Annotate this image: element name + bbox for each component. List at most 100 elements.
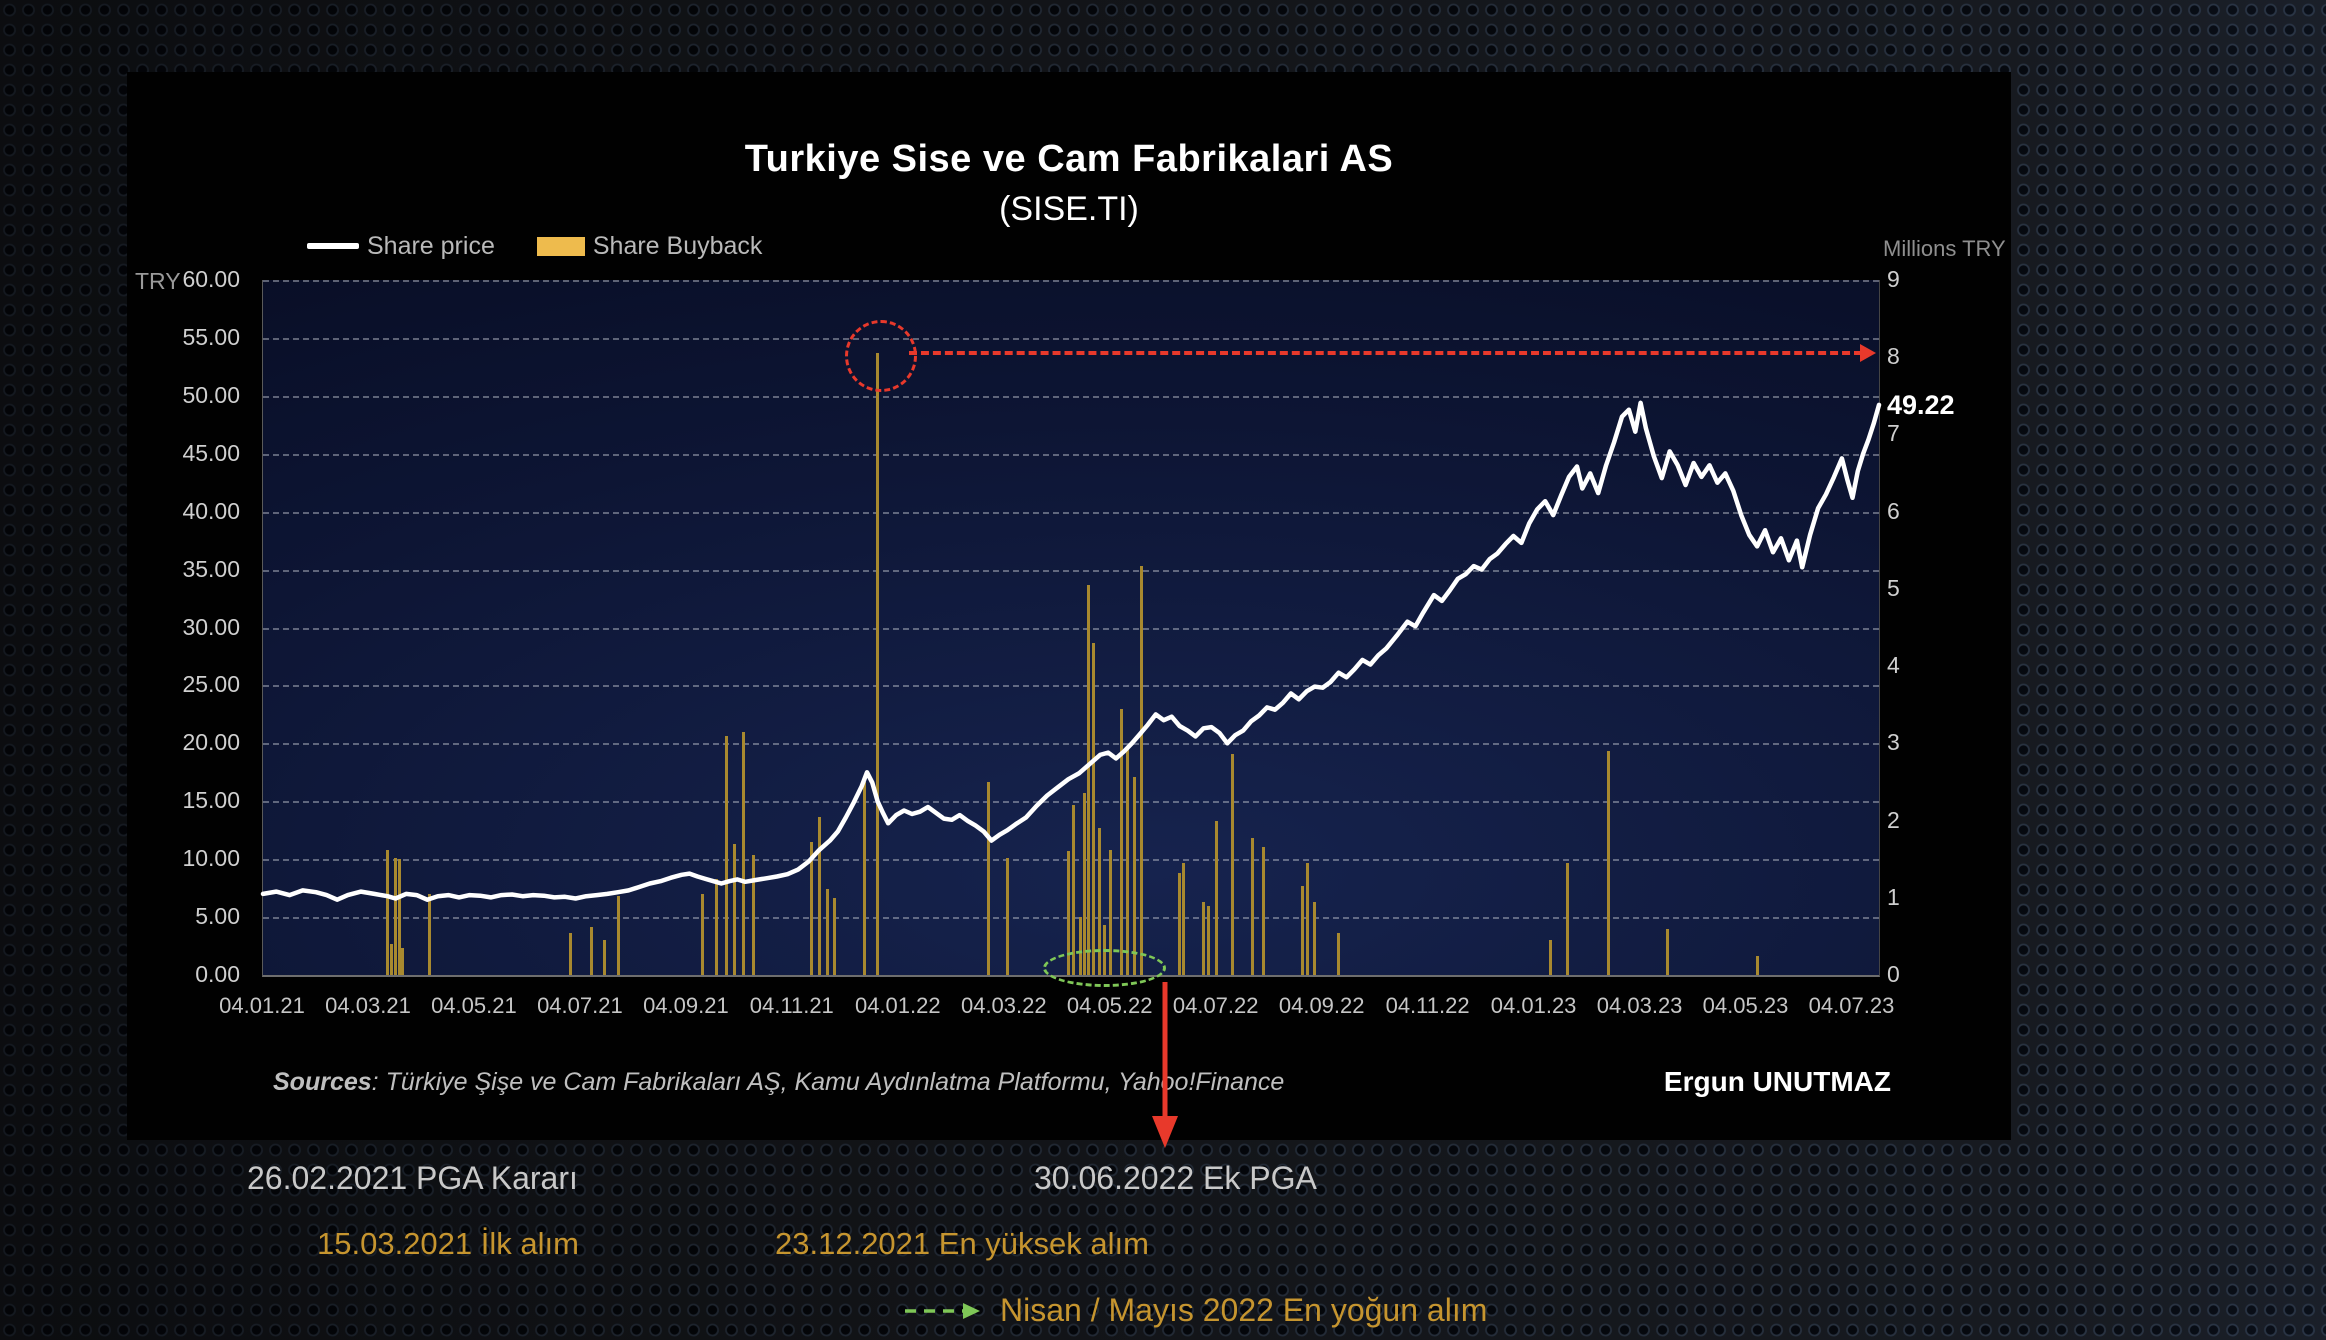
grid-line <box>263 453 1879 456</box>
legend-line-swatch <box>307 243 359 249</box>
buyback-bar <box>590 927 593 975</box>
grid-line <box>263 569 1879 572</box>
x-axis-tick: 04.07.23 <box>1808 993 1895 1018</box>
left-axis-tick: 40.00 <box>182 497 240 524</box>
buyback-bar <box>1133 776 1137 975</box>
buyback-bar <box>1251 837 1255 975</box>
grid-line <box>263 917 1879 920</box>
buyback-bar <box>389 944 393 975</box>
buyback-bar <box>568 932 572 975</box>
grid-line <box>263 743 1879 746</box>
x-axis-tick: 04.03.23 <box>1596 993 1683 1018</box>
legend-bar-swatch <box>536 236 585 256</box>
buyback-bar <box>1755 955 1759 975</box>
sources-text: : Türkiye Şişe ve Cam Fabrikaları AŞ, Ka… <box>371 1068 1285 1096</box>
buyback-bar <box>1549 940 1552 975</box>
left-axis-tick: 5.00 <box>195 903 240 930</box>
buyback-bar <box>1665 928 1669 975</box>
buyback-bar <box>701 893 705 975</box>
right-axis-tick: 7 <box>1887 420 1900 447</box>
right-axis-tick: 8 <box>1887 343 1900 370</box>
last-price-label: 49.22 <box>1887 389 1955 420</box>
grid-line <box>263 337 1879 340</box>
buyback-bar <box>1607 751 1611 975</box>
grid-line <box>263 511 1879 514</box>
dashed-level-arrowhead-icon <box>1859 344 1876 363</box>
left-axis-tick: 50.00 <box>182 381 240 408</box>
buyback-bar <box>1182 863 1186 975</box>
buyback-bar <box>1082 792 1086 975</box>
right-axis-tick: 1 <box>1887 883 1900 910</box>
sources-note: Sources: Türkiye Şişe ve Cam Fabrikaları… <box>273 1068 1284 1097</box>
buyback-bar <box>725 735 729 975</box>
share-price-line <box>260 400 1882 902</box>
left-axis-tick: 45.00 <box>182 439 240 466</box>
x-axis-tick: 04.09.22 <box>1278 993 1365 1018</box>
buyback-bar <box>1306 863 1310 975</box>
left-axis-tick: 25.00 <box>182 671 240 698</box>
event-most-intense-period: Nisan / Mayıs 2022 En yoğun alım <box>1000 1292 1488 1328</box>
left-axis-tick: 20.00 <box>182 729 240 756</box>
buyback-bar <box>1313 901 1317 975</box>
buyback-bar <box>1140 565 1143 975</box>
right-axis-tick: 3 <box>1887 729 1900 756</box>
grid-line <box>263 395 1879 398</box>
buyback-bar <box>394 857 397 975</box>
x-axis-tick: 04.03.21 <box>325 993 411 1018</box>
event-pga-decision: 26.02.2021 PGA Kararı <box>247 1160 578 1196</box>
right-axis-tick: 2 <box>1887 806 1900 833</box>
buyback-bar <box>714 878 718 975</box>
buyback-bar <box>1566 863 1569 975</box>
x-axis-tick: 04.01.22 <box>854 993 941 1018</box>
left-axis-tick: 10.00 <box>182 845 240 872</box>
buyback-bar <box>742 731 746 975</box>
buyback-bar <box>1087 585 1090 975</box>
buyback-bar <box>1207 905 1211 975</box>
buyback-bar <box>1097 828 1101 975</box>
buyback-bar <box>876 353 880 975</box>
event-down-arrow-icon <box>1152 982 1178 1148</box>
right-axis-tick: 6 <box>1887 497 1900 524</box>
left-axis-tick: 55.00 <box>182 323 240 350</box>
buyback-bar <box>810 842 814 975</box>
left-axis-tick: 60.00 <box>182 266 240 292</box>
buyback-bar <box>1215 820 1219 975</box>
buyback-bar <box>1119 708 1123 975</box>
buyback-bar <box>1109 849 1113 975</box>
left-axis-unit: TRY <box>135 268 181 294</box>
buyback-bar <box>1202 901 1205 975</box>
buyback-bar <box>1078 917 1082 975</box>
left-axis-tick: 15.00 <box>182 787 240 814</box>
right-axis-tick: 9 <box>1887 266 1900 292</box>
x-axis-tick: 04.07.21 <box>537 993 623 1018</box>
left-axis-tick: 35.00 <box>182 555 240 582</box>
green-dashed-arrow-icon <box>905 1303 980 1319</box>
chart-title: Turkiye Sise ve Cam Fabrikalari AS <box>744 138 1394 180</box>
x-axis-tick: 04.01.23 <box>1490 993 1577 1018</box>
left-axis-tick: 0.00 <box>195 961 240 987</box>
x-axis-tick: 04.11.22 <box>1385 993 1470 1018</box>
buyback-bar <box>1005 857 1009 975</box>
grid-line <box>263 801 1879 804</box>
grid-line <box>263 685 1879 688</box>
buyback-bar <box>386 849 389 975</box>
peak-circle-annotation <box>844 320 917 393</box>
event-highest-purchase: 23.12.2021 En yüksek alım <box>775 1226 1149 1261</box>
right-axis-tick: 4 <box>1887 652 1900 679</box>
buyback-bar <box>1261 846 1265 975</box>
buyback-bar <box>1066 851 1070 975</box>
buyback-bar <box>616 896 620 975</box>
x-axis-tick: 04.05.21 <box>431 993 517 1018</box>
buyback-bar <box>1301 886 1304 975</box>
buyback-bar <box>751 855 755 975</box>
legend-label-share-buyback: Share Buyback <box>592 231 763 260</box>
right-axis-tick: 0 <box>1887 961 1900 987</box>
buyback-bar <box>1092 642 1096 975</box>
x-axis-tick: 04.01.21 <box>219 993 305 1018</box>
left-axis-tick: 30.00 <box>182 613 240 640</box>
buyback-bar <box>401 948 405 975</box>
buyback-bar <box>1337 932 1341 975</box>
right-axis-tick: 5 <box>1887 574 1900 601</box>
legend-label-share-price: Share price <box>367 231 495 260</box>
buyback-bar <box>398 859 402 975</box>
